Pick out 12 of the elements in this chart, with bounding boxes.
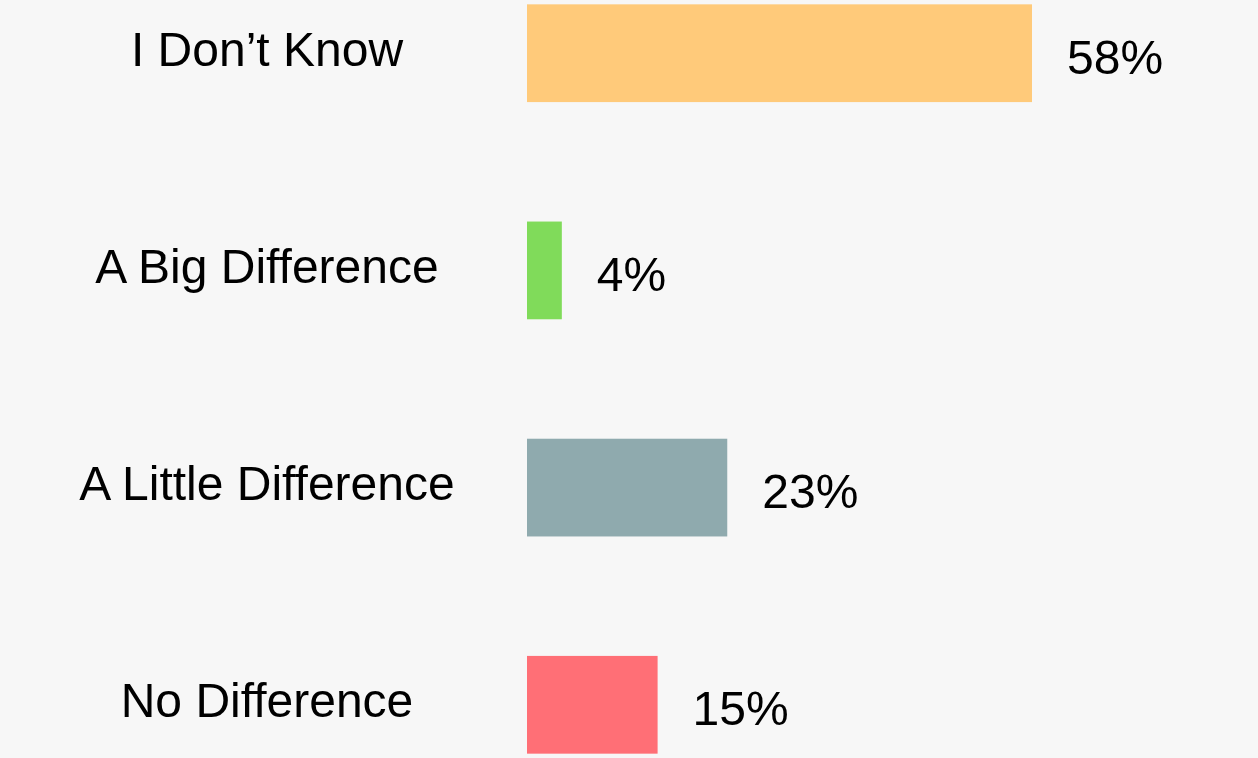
data-label: 23% <box>762 465 859 519</box>
bar <box>527 221 562 320</box>
bar <box>527 438 728 537</box>
bar <box>527 4 1032 103</box>
y-tick-label: A Little Difference <box>79 457 455 511</box>
data-label: 58% <box>1067 30 1164 84</box>
data-label: 4% <box>596 248 667 302</box>
y-tick-label: I Don’t Know <box>130 22 404 76</box>
y-tick-label: No Difference <box>120 674 414 728</box>
data-label: 15% <box>692 682 789 736</box>
y-tick-label: A Big Difference <box>95 240 439 294</box>
bar <box>527 655 658 754</box>
